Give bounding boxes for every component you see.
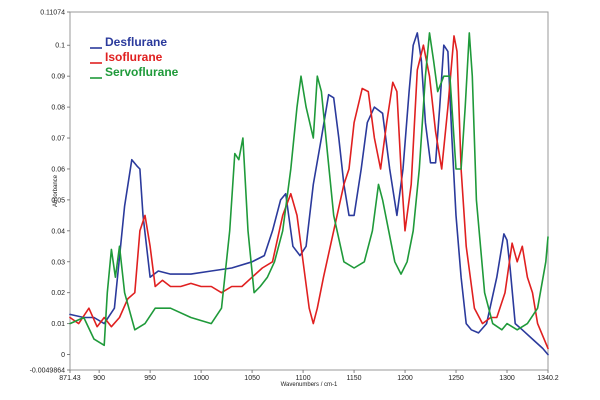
legend-label-desflurane: Desflurane: [105, 35, 167, 49]
x-tick-label: 1340.2: [537, 375, 559, 382]
y-tick-label: 0.05: [51, 197, 65, 204]
y-tick-label: 0.09: [51, 74, 65, 81]
x-tick-label: 1250: [448, 375, 464, 382]
axis-ticks: 871.43 900 950 1000 1050 1100 1150 1200 1250 1300…: [30, 10, 559, 383]
x-tick-label: 1300: [499, 375, 515, 382]
x-tick-label: 871.43: [59, 375, 81, 382]
series-line-isoflurane: [69, 35, 549, 350]
x-tick-label: 1000: [193, 375, 209, 382]
series-line-desflurane: [69, 32, 549, 356]
y-tick-label: 0.1: [55, 43, 65, 50]
series-line-servoflurane: [69, 32, 549, 347]
y-tick-label: 0.03: [51, 259, 65, 266]
y-tick-label: 0: [61, 352, 65, 359]
y-axis-label: Absorbance: [53, 174, 59, 207]
x-tick-label: 1100: [296, 375, 311, 382]
y-tick-label: 0.11074: [40, 10, 65, 17]
x-tick-label: 950: [144, 375, 156, 382]
x-tick-label: 1200: [397, 375, 413, 382]
series-lines: [69, 32, 549, 356]
x-tick-label: 1150: [347, 375, 362, 382]
y-tick-label: 0.06: [51, 166, 65, 173]
y-tick-label: 0.04: [51, 228, 65, 235]
x-tick-label: 1050: [244, 375, 260, 382]
y-tick-label: 0.07: [51, 136, 65, 143]
y-tick-label: 0.01: [51, 321, 65, 328]
x-axis-label: Wavenumbers / cm-1: [281, 382, 338, 388]
legend-label-isoflurane: Isoflurane: [105, 50, 163, 64]
y-tick-label: 0.02: [51, 290, 65, 297]
y-tick-label: -0.0049864: [30, 368, 66, 375]
x-tick-label: 900: [93, 375, 105, 382]
legend-label-servoflurane: Servoflurane: [105, 65, 179, 79]
y-tick-label: 0.08: [51, 105, 65, 112]
